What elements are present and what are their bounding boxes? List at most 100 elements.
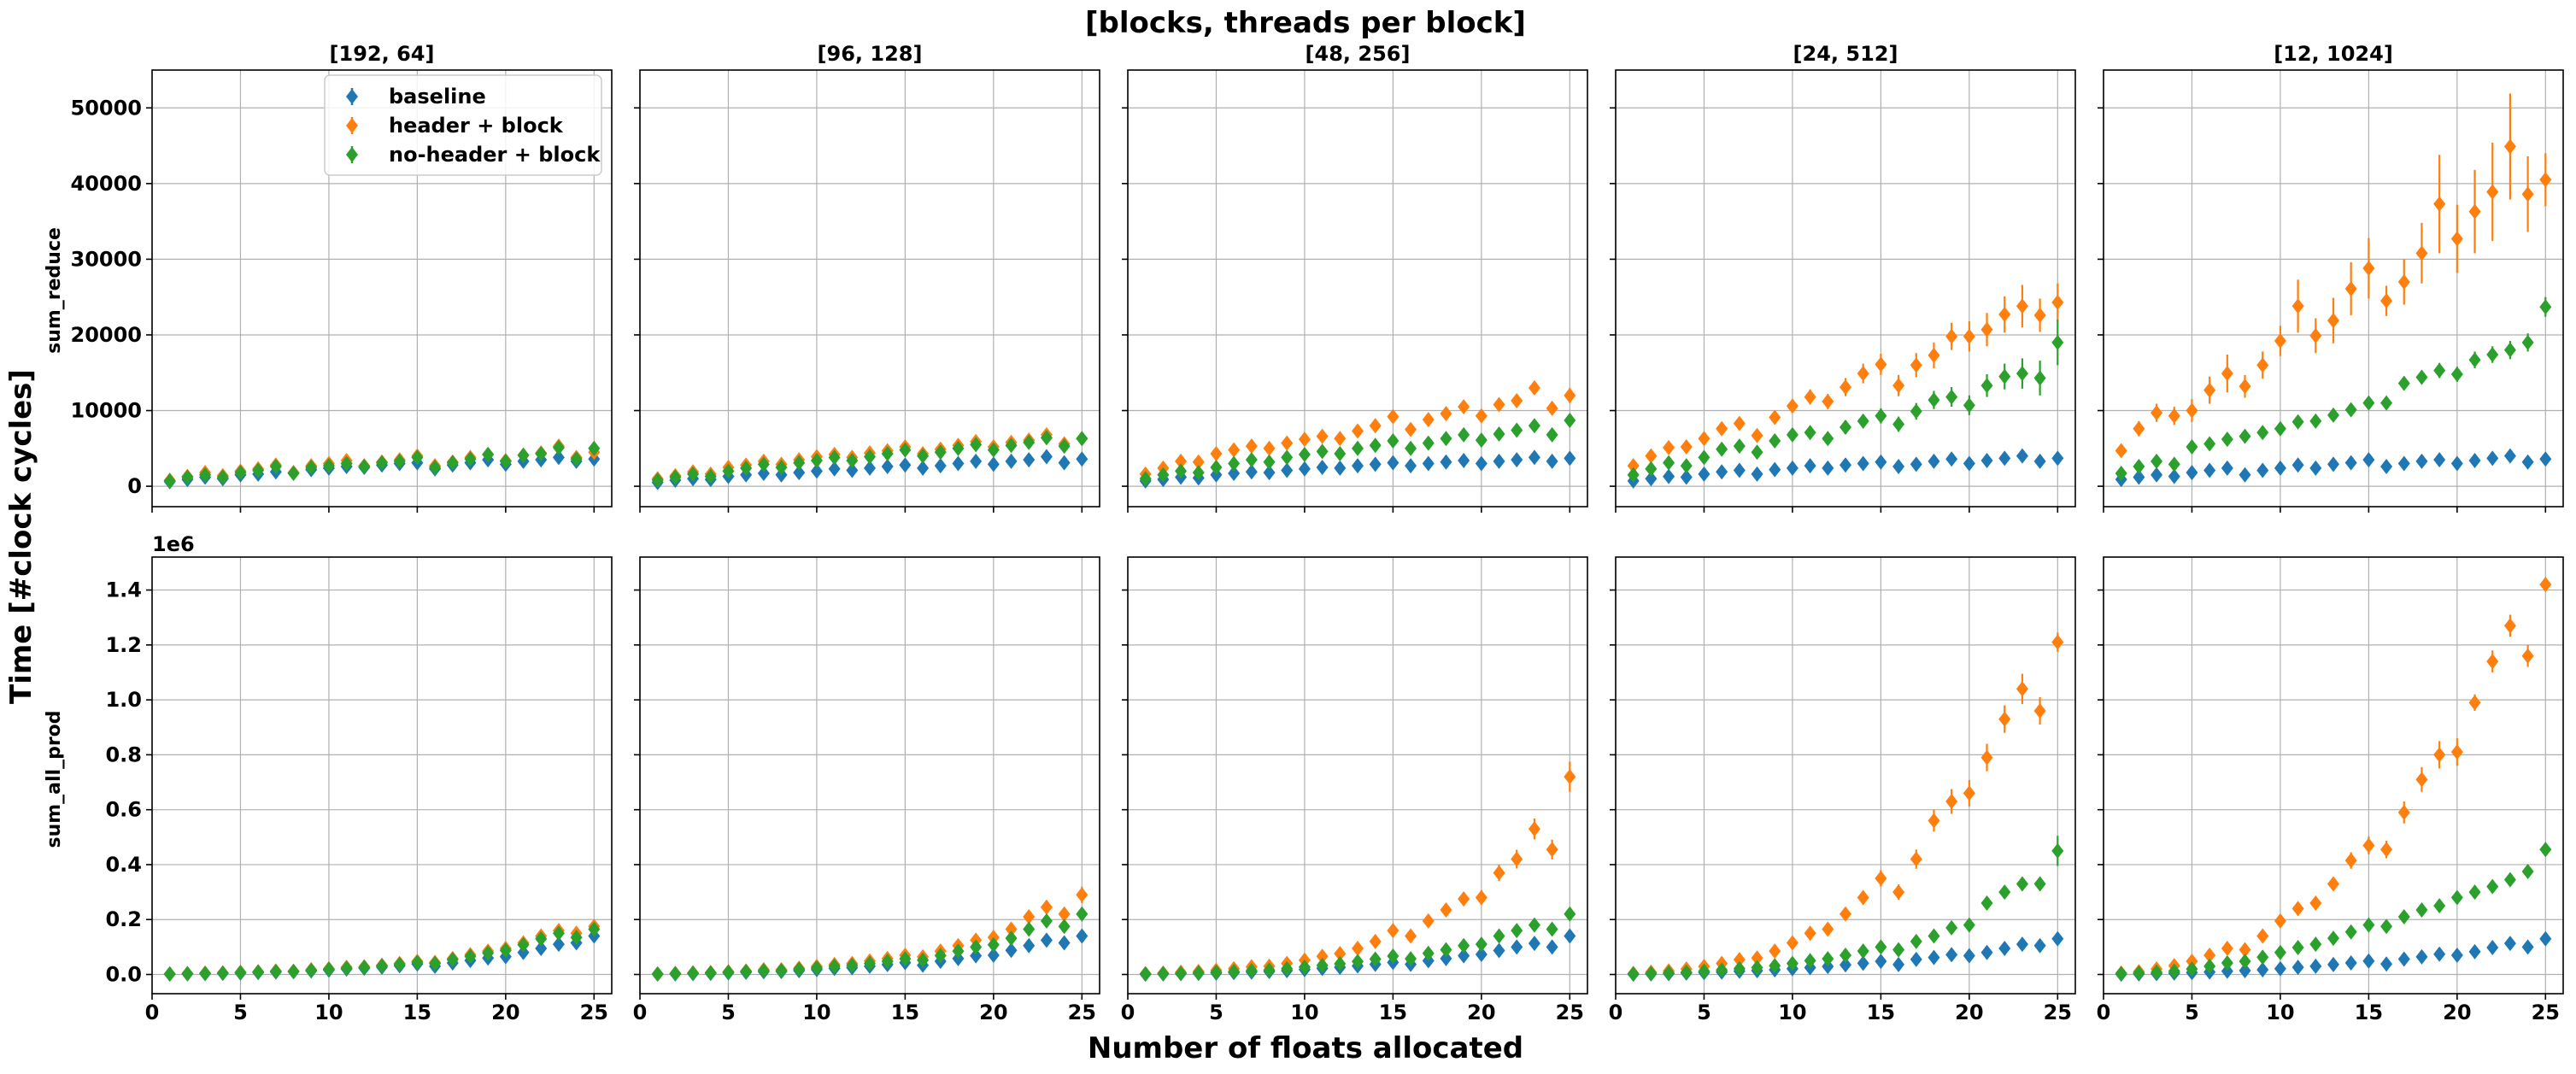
point-baseline [1892,459,1905,475]
point-no-header-block [393,956,406,972]
point-no-header-block [740,460,753,476]
point-baseline [1698,466,1710,482]
point-no-header-block [1875,939,1887,955]
point-no-header-block [793,455,806,471]
point-no-header-block [1387,432,1399,449]
point-no-header-block [552,925,565,942]
point-no-header-block [234,465,247,481]
point-baseline [1733,462,1746,478]
point-no-header-block [1945,919,1958,936]
point-baseline [2256,462,2269,478]
point-no-header-block [2486,346,2499,362]
point-baseline [1910,951,1922,967]
point-no-header-block [2415,369,2428,385]
x-tick-label: 0 [2097,1001,2111,1024]
point-baseline [1910,456,1922,472]
point-no-header-block [1316,957,1329,973]
point-baseline [1493,453,1505,469]
point-baseline [1511,452,1523,468]
panel-frame [2103,69,2564,508]
point-no-header-block [1076,906,1088,922]
point-baseline [2450,455,2463,472]
x-tick-label: 0 [633,1001,648,1024]
point-header-block [1857,889,1869,906]
point-no-header-block [1857,413,1869,429]
point-no-header-block [1663,965,1675,981]
point-header-block [1769,409,1781,425]
point-baseline [2151,467,2163,483]
panel-r2-c3: 0 5 10 15 20 25 [1121,556,1588,1024]
point-header-block [1387,408,1399,425]
point-no-header-block [1769,958,1781,974]
point-header-block [1493,396,1505,413]
point-no-header-block [2115,466,2127,482]
point-header-block [2309,895,2322,911]
x-tick-label: 15 [403,1001,431,1024]
point-no-header-block [1139,471,1152,487]
point-no-header-block [1822,431,1834,447]
point-header-block [1281,435,1294,451]
point-no-header-block [1528,418,1540,434]
point-baseline [2415,453,2428,469]
point-no-header-block [2397,375,2410,391]
point-no-header-block [588,440,601,456]
x-tick-label: 5 [1697,1001,1711,1024]
point-header-block [2291,901,2304,917]
point-no-header-block [2016,366,2028,382]
x-tick-label: 15 [891,1001,919,1024]
point-baseline [1440,950,1452,966]
point-no-header-block [269,963,282,979]
point-no-header-block [2033,370,2046,386]
point-no-header-block [1334,955,1347,971]
point-no-header-block [1963,917,1975,933]
point-no-header-block [2274,944,2286,960]
point-header-block [1458,399,1470,415]
point-baseline [2186,465,2198,481]
panel-frame [1127,556,1588,995]
point-header-block [2450,231,2463,247]
point-no-header-block [2256,425,2269,441]
point-baseline [2168,468,2180,484]
x-tick-label: 10 [314,1001,343,1024]
point-no-header-block [2468,884,2481,901]
panel-background [152,557,612,994]
point-header-block [1528,821,1540,837]
point-baseline [1005,453,1018,469]
point-no-header-block [446,952,459,968]
point-no-header-block [1210,964,1223,980]
point-header-block [1175,453,1188,469]
point-baseline [1076,451,1088,467]
point-no-header-block [2415,901,2428,918]
panel-background [640,70,1100,507]
point-baseline [864,460,876,476]
y-tick-label: 10000 [71,399,143,423]
point-header-block [2186,402,2198,419]
point-no-header-block [482,446,495,462]
point-baseline [987,948,1000,964]
point-no-header-block [2539,842,2552,858]
x-tick-label: 0 [1121,1001,1135,1024]
point-baseline [1928,453,1940,469]
point-no-header-block [252,964,265,980]
point-header-block [1040,899,1053,915]
panel-background [2104,557,2563,994]
panel-background [1128,557,1587,994]
col-title-4: [24, 512] [1793,42,1898,66]
point-no-header-block [1698,963,1710,979]
point-header-block [2380,293,2393,309]
x-tick-label: 20 [1467,1001,1495,1024]
x-tick-label: 25 [1556,1001,1584,1024]
x-tick-label: 5 [2185,1001,2199,1024]
point-no-header-block [2433,898,2446,914]
point-no-header-block [2450,889,2463,906]
point-baseline [1840,457,1851,473]
point-baseline [2033,937,2046,954]
point-header-block [1334,946,1347,962]
point-no-header-block [1334,446,1347,462]
point-header-block [1963,785,1975,801]
point-no-header-block [322,961,335,977]
point-header-block [2274,913,2286,929]
point-baseline [2051,450,2064,467]
point-no-header-block [2521,863,2534,879]
point-no-header-block [846,452,859,468]
